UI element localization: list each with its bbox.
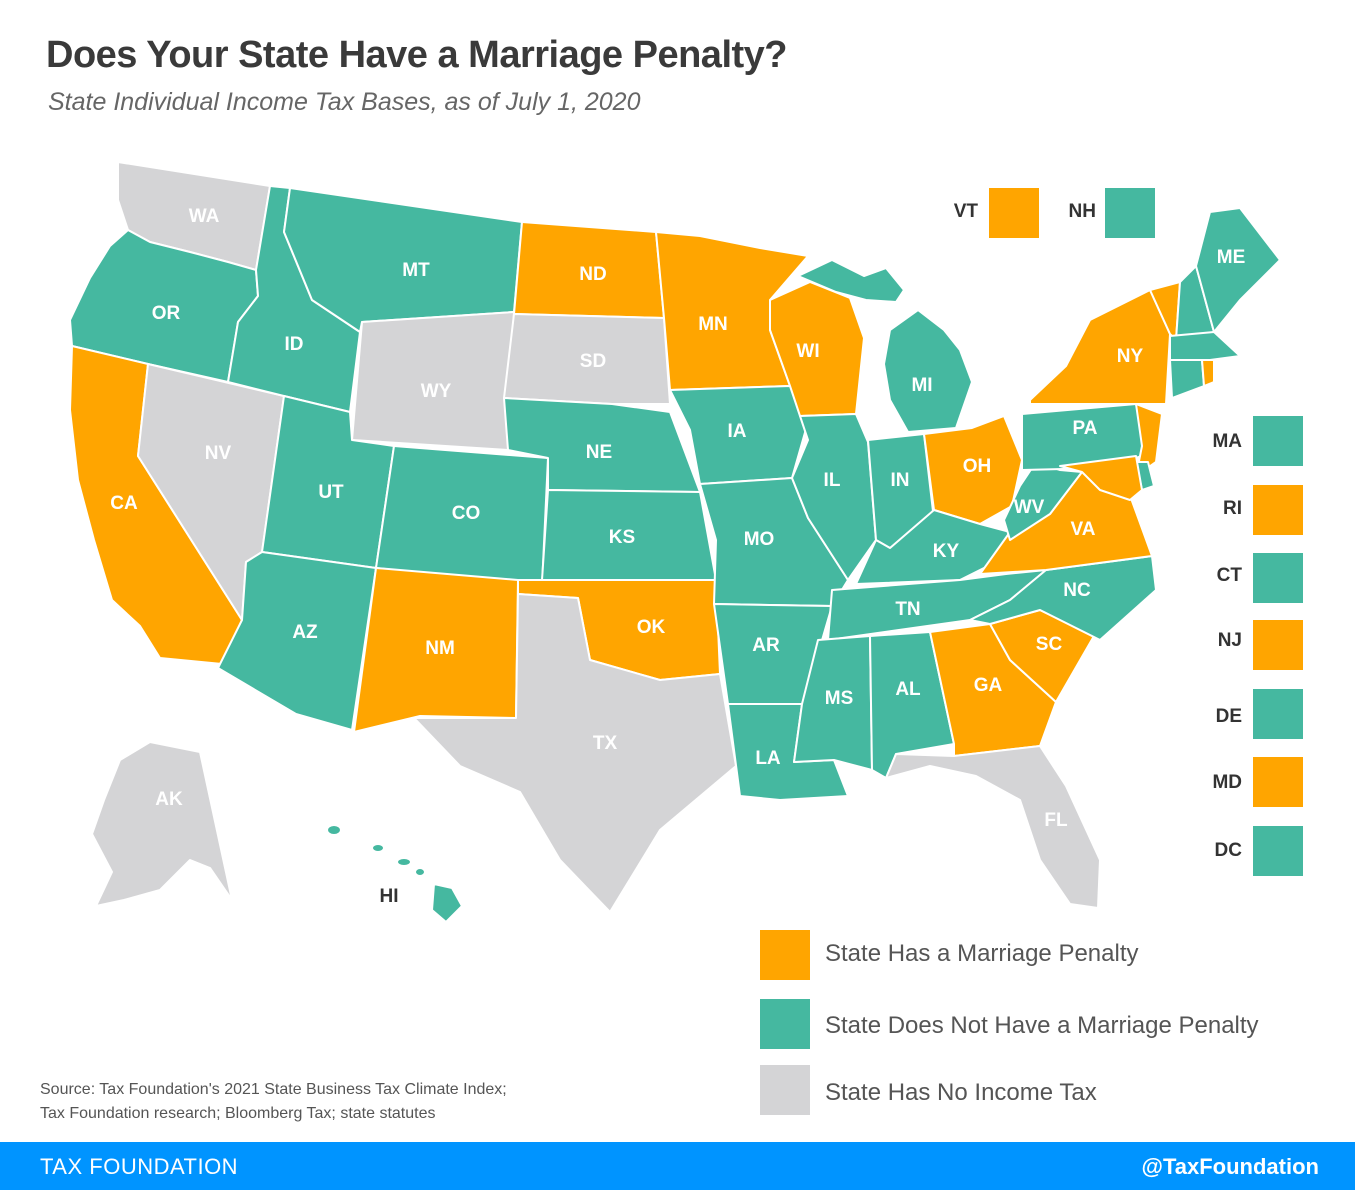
label-DE: DE: [1215, 706, 1242, 727]
label-ME: ME: [1217, 247, 1246, 268]
legend-swatch-penalty: [760, 930, 810, 980]
swatch-NH[interactable]: [1105, 188, 1155, 238]
state-TX[interactable]: [413, 593, 737, 913]
state-MA[interactable]: [1169, 331, 1241, 361]
state-NC[interactable]: [969, 555, 1157, 641]
label-IA: IA: [728, 421, 747, 442]
source-line-2: Tax Foundation research; Bloomberg Tax; …: [40, 1105, 436, 1122]
label-MI: MI: [911, 375, 932, 396]
state-MD[interactable]: [1059, 455, 1143, 501]
legend-label-no-income-tax: State Has No Income Tax: [825, 1079, 1097, 1106]
swatch-RI[interactable]: [1253, 485, 1303, 535]
state-CT[interactable]: [1169, 359, 1205, 399]
label-NY: NY: [1117, 346, 1144, 367]
label-FL: FL: [1044, 810, 1068, 831]
label-RI: RI: [1223, 498, 1242, 519]
state-MI[interactable]: [797, 259, 973, 433]
state-AK[interactable]: [91, 741, 233, 907]
label-AZ: AZ: [292, 622, 318, 643]
page-subtitle: State Individual Income Tax Bases, as of…: [48, 88, 641, 116]
label-IN: IN: [891, 470, 910, 491]
footer-handle[interactable]: @TaxFoundation: [1141, 1154, 1319, 1179]
footer-brand: TAX FOUNDATION: [40, 1154, 239, 1179]
label-TX: TX: [593, 733, 618, 754]
label-NV: NV: [205, 443, 232, 464]
label-NJ: NJ: [1217, 630, 1242, 651]
label-VA: VA: [1071, 519, 1096, 540]
label-OK: OK: [637, 617, 666, 638]
label-MA: MA: [1212, 431, 1242, 452]
label-NE: NE: [586, 442, 612, 463]
state-HI[interactable]: [326, 824, 463, 923]
footer-bar: TAX FOUNDATION @TaxFoundation: [0, 1142, 1355, 1190]
label-DC: DC: [1214, 840, 1242, 861]
label-PA: PA: [1073, 418, 1098, 439]
label-GA: GA: [974, 675, 1003, 696]
source-note: Source: Tax Foundation's 2021 State Busi…: [40, 1078, 507, 1126]
label-MT: MT: [402, 260, 430, 281]
label-UT: UT: [318, 482, 344, 503]
label-KY: KY: [933, 541, 960, 562]
label-MN: MN: [698, 314, 728, 335]
label-TN: TN: [895, 599, 920, 620]
state-labels: WA OR CA NV ID MT WY UT AZ CO NM ND SD N…: [110, 206, 1245, 907]
label-MO: MO: [744, 529, 775, 550]
label-VT: VT: [953, 201, 978, 222]
legend-label-penalty: State Has a Marriage Penalty: [825, 940, 1139, 967]
label-WY: WY: [421, 381, 452, 402]
label-LA: LA: [755, 748, 781, 769]
label-MD: MD: [1212, 772, 1242, 793]
swatch-NJ[interactable]: [1253, 620, 1303, 670]
label-SC: SC: [1036, 634, 1063, 655]
legend-label-no-penalty: State Does Not Have a Marriage Penalty: [825, 1012, 1259, 1039]
swatch-DC[interactable]: [1253, 826, 1303, 876]
label-AK: AK: [155, 789, 183, 810]
label-NH: NH: [1068, 201, 1096, 222]
label-OH: OH: [963, 456, 992, 477]
us-map: WA OR CA NV ID MT WY UT AZ CO NM ND SD N…: [69, 161, 1281, 923]
legend-swatch-no-income-tax: [760, 1065, 810, 1115]
swatch-MA[interactable]: [1253, 416, 1303, 466]
label-IL: IL: [824, 470, 841, 491]
state-IL[interactable]: [791, 413, 877, 581]
label-ND: ND: [579, 264, 606, 285]
state-FL[interactable]: [885, 745, 1101, 909]
label-OR: OR: [152, 303, 181, 324]
source-line-1: Source: Tax Foundation's 2021 State Busi…: [40, 1081, 507, 1098]
swatch-VT[interactable]: [989, 188, 1039, 238]
label-CT: CT: [1216, 565, 1242, 586]
swatch-CT[interactable]: [1253, 553, 1303, 603]
label-SD: SD: [580, 351, 606, 372]
label-CO: CO: [452, 503, 481, 524]
swatch-DE[interactable]: [1253, 689, 1303, 739]
label-ID: ID: [285, 334, 304, 355]
label-AR: AR: [752, 635, 780, 656]
state-ME[interactable]: [1195, 207, 1281, 333]
label-HI: HI: [380, 886, 399, 907]
label-MS: MS: [825, 688, 854, 709]
state-SD[interactable]: [503, 313, 671, 405]
state-NY[interactable]: [1029, 289, 1171, 405]
label-WV: WV: [1014, 497, 1045, 518]
label-AL: AL: [895, 679, 921, 700]
page-title: Does Your State Have a Marriage Penalty?: [46, 34, 788, 76]
state-WV[interactable]: [1003, 461, 1083, 541]
legend-swatch-no-penalty: [760, 999, 810, 1049]
label-CA: CA: [110, 493, 138, 514]
label-KS: KS: [609, 527, 635, 548]
label-NC: NC: [1063, 580, 1091, 601]
label-WI: WI: [796, 341, 819, 362]
label-WA: WA: [189, 206, 220, 227]
label-NM: NM: [425, 638, 455, 659]
state-RI[interactable]: [1201, 359, 1215, 387]
swatch-MD[interactable]: [1253, 757, 1303, 807]
